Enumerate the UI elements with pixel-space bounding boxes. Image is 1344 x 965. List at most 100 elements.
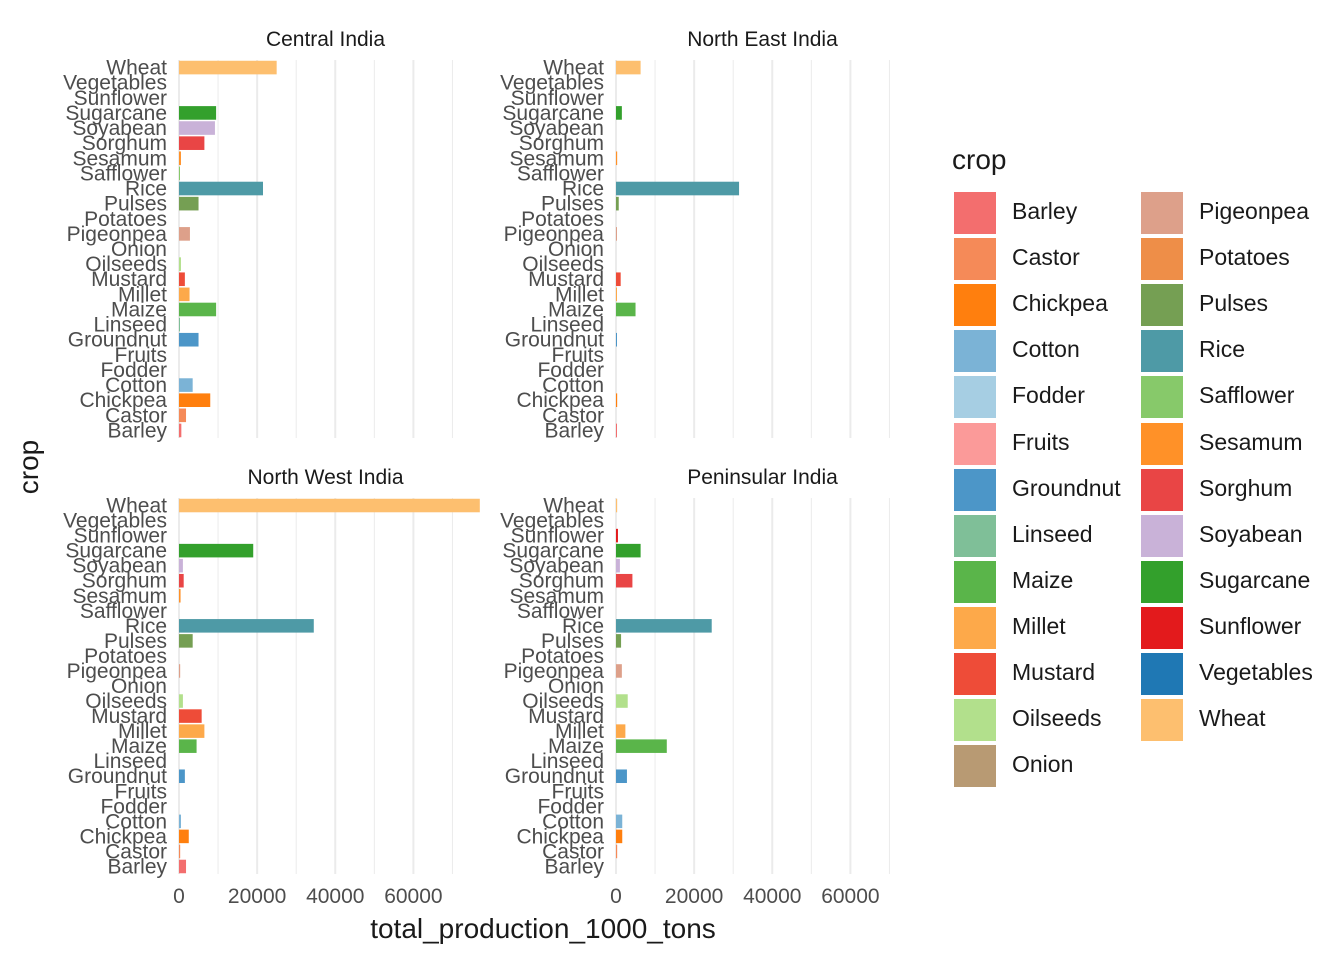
y-tick-label: Potatoes <box>84 208 167 231</box>
bar-oilseeds <box>179 257 181 271</box>
bar-maize <box>179 302 217 317</box>
legend-item: Chickpea <box>952 282 1152 328</box>
legend-swatch <box>954 376 996 419</box>
y-tick-label: Potatoes <box>84 645 167 668</box>
bar-soyabean <box>616 558 620 573</box>
y-tick-label: Wheat <box>106 57 167 80</box>
bar-sesamum <box>179 588 181 603</box>
y-tick-label: Fodder <box>100 795 167 818</box>
bar-barley <box>616 423 617 438</box>
y-tick-label: Fruits <box>115 344 168 367</box>
legend-item: Barley <box>952 190 1152 236</box>
y-tick-label: Wheat <box>106 495 167 518</box>
legend-swatch <box>954 560 996 603</box>
y-tick-label: Chickpea <box>79 825 167 848</box>
y-tick-label: Cotton <box>542 810 604 833</box>
bar-mustard <box>179 272 185 287</box>
y-tick-label: Mustard <box>528 705 604 728</box>
facet-title: North West India <box>247 466 403 489</box>
legend-item: Millet <box>952 605 1152 651</box>
bar-mustard <box>179 709 202 723</box>
y-tick-label: Maize <box>548 735 604 758</box>
legend-label: Pigeonpea <box>1199 198 1309 224</box>
legend-swatch <box>1141 238 1183 281</box>
facet-title: Peninsular India <box>687 466 838 489</box>
legend-label: Linseed <box>1012 520 1093 547</box>
y-tick-label: Pigeonpea <box>67 660 168 683</box>
legend-swatch <box>1141 284 1183 327</box>
facet-title: North East India <box>687 28 838 51</box>
x-tick-label: 0 <box>610 885 622 908</box>
y-tick-label: Onion <box>111 675 167 698</box>
y-tick-label: Sunflower <box>74 525 167 548</box>
legend-swatch <box>954 606 996 649</box>
y-tick-label: Millet <box>555 720 604 743</box>
x-tick-label: 60000 <box>821 885 879 908</box>
y-tick-label: Sesamum <box>509 585 604 608</box>
y-tick-label: Castor <box>105 404 167 427</box>
y-axis-title: crop <box>13 440 44 494</box>
y-tick-label: Groundnut <box>68 765 167 788</box>
y-tick-label: Sorghum <box>82 570 167 593</box>
bar-soyabean <box>179 558 183 573</box>
bar-sesamum <box>616 151 618 166</box>
y-tick-label: Pulses <box>104 630 167 653</box>
legend-swatch <box>1141 699 1183 742</box>
legend-item: Fodder <box>952 374 1152 420</box>
legend-swatch <box>1141 422 1183 465</box>
bar-oilseeds <box>616 694 628 708</box>
y-tick-label: Onion <box>111 238 167 261</box>
y-tick-label: Pigeonpea <box>67 223 168 246</box>
bar-oilseeds <box>179 694 183 708</box>
y-tick-label: Barley <box>544 419 604 442</box>
legend-swatch <box>954 192 996 234</box>
legend-item: Pigeonpea <box>1139 190 1339 236</box>
x-axis-title: total_production_1000_tons <box>370 913 716 944</box>
legend-swatch <box>1141 192 1183 234</box>
legend-item: Safflower <box>1139 374 1339 420</box>
legend-swatch <box>1141 468 1183 511</box>
x-tick-label: 20000 <box>228 885 286 908</box>
bar-pulses <box>179 196 199 211</box>
bar-sunflower <box>616 528 618 543</box>
y-tick-label: Mustard <box>91 268 167 291</box>
legend-label: Oilseeds <box>1012 705 1102 732</box>
bar-pulses <box>616 196 619 211</box>
bar-castor <box>616 844 618 859</box>
legend-item: Sunflower <box>1139 605 1339 651</box>
y-tick-label: Barley <box>107 419 167 442</box>
legend-label: Cotton <box>1012 336 1080 363</box>
legend-label: Onion <box>1012 751 1074 778</box>
bar-safflower <box>179 166 180 181</box>
bar-groundnut <box>616 769 627 784</box>
y-tick-label: Sugarcane <box>65 102 167 125</box>
bar-castor <box>179 844 181 859</box>
bar-barley <box>179 423 182 438</box>
legend-label: Maize <box>1012 566 1074 593</box>
legend-label: Vegetables <box>1199 659 1313 685</box>
y-tick-label: Soyabean <box>72 555 167 578</box>
legend-label: Castor <box>1012 244 1080 271</box>
y-tick-label: Vegetables <box>63 510 167 533</box>
legend-item: Castor <box>952 236 1152 282</box>
legend-swatch <box>954 514 996 557</box>
legend-swatch <box>954 284 996 327</box>
y-tick-label: Onion <box>548 675 604 698</box>
y-tick-label: Sunflower <box>74 87 167 110</box>
y-tick-label: Pigeonpea <box>504 223 605 246</box>
legend-label: Fruits <box>1012 428 1070 455</box>
y-tick-label: Millet <box>118 283 167 306</box>
legend-item: Fruits <box>952 421 1152 467</box>
legend-swatch <box>1141 376 1183 419</box>
legend-item: Mustard <box>952 651 1152 697</box>
y-tick-label: Vegetables <box>500 72 604 95</box>
legend-swatch <box>954 745 996 788</box>
y-tick-label: Chickpea <box>79 389 167 412</box>
y-tick-label: Maize <box>111 735 167 758</box>
y-tick-label: Sesamum <box>72 147 167 170</box>
y-tick-label: Groundnut <box>68 329 167 352</box>
y-tick-label: Soyabean <box>509 555 604 578</box>
x-tick-label: 60000 <box>384 885 442 908</box>
bar-sesamum <box>179 151 181 166</box>
